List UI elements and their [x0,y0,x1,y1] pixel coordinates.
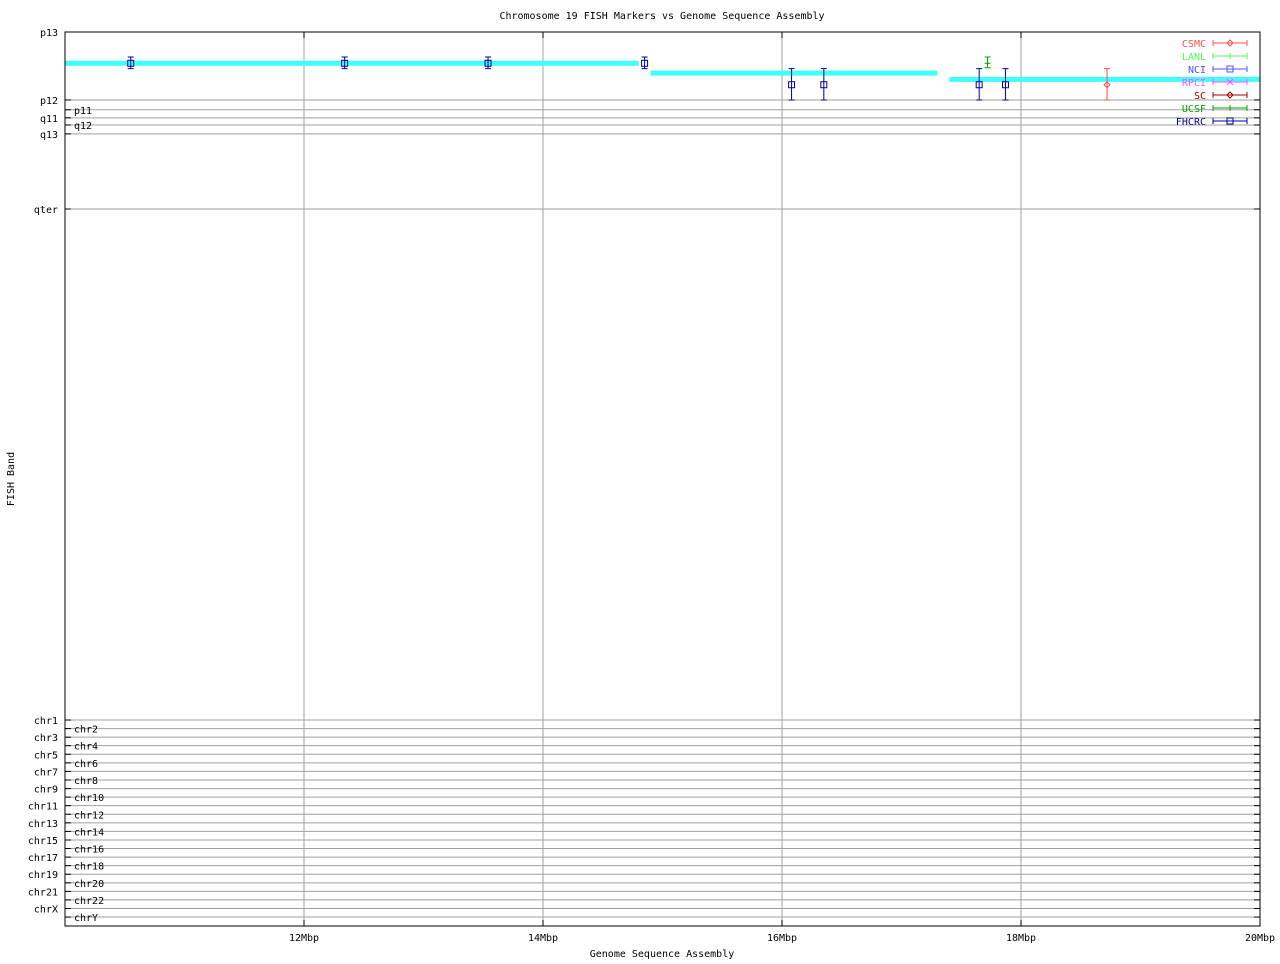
y-tick-label: chr17 [28,853,58,864]
marker-diamond [1226,91,1234,99]
y-tick-label: chr2 [74,725,98,736]
y-tick-label: chr16 [74,844,104,855]
marker-square [1226,117,1234,125]
error-bar-fhcrc [976,68,983,101]
marker-plus [984,60,991,67]
plot-border [64,31,1261,927]
marker-square [1001,81,1009,89]
marker-diamond [1103,81,1111,89]
marker-square [127,59,135,67]
marker-square [975,81,983,89]
y-tick-label: chr8 [74,776,98,787]
error-bar-csmc [1104,68,1111,101]
legend-line [1212,66,1248,72]
y-tick-label: chr22 [74,896,104,907]
y-tick-label: chr7 [34,767,58,778]
x-tick-label: 14Mbp [528,933,558,944]
y-tick-label: chr15 [28,836,58,847]
legend: CSMC LANL NCI RPCI SC UCSF FHCRC [1176,39,1248,128]
legend-line [1212,118,1248,124]
y-tick-label: chr20 [74,879,104,890]
marker-plus [1227,105,1233,111]
y-tick-label: chr4 [74,742,98,753]
x-tick-label: 12Mbp [289,933,319,944]
x-tick-label: 18Mbp [1006,933,1036,944]
y-tick-label: chr6 [74,759,98,770]
assembly-segments [65,60,1260,82]
y-tick-label: chr21 [28,887,58,898]
legend-label: FHCRC [1176,117,1206,128]
grid [65,32,1260,926]
y-tick-label: q12 [74,121,92,132]
y-tick-label: p12 [40,96,58,107]
y-tick-label: chr18 [74,862,104,873]
y-tick-label: p11 [74,106,92,117]
marker-square [484,59,492,67]
legend-label: LANL [1182,52,1206,63]
x-tick-label: 16Mbp [767,933,797,944]
y-tick-label: chr11 [28,802,58,813]
y-tick-label: chr19 [28,870,58,881]
y-tick-label: chr3 [34,733,58,744]
legend-label: CSMC [1182,39,1206,50]
y-tick-label: p13 [40,28,58,39]
x-axis-label: Genome Sequence Assembly [590,949,735,960]
error-bar-fhcrc [820,68,827,101]
data-points [127,56,1111,101]
marker-square [788,81,796,89]
y-tick-label: chrY [74,913,98,924]
legend-label: RPCI [1182,78,1206,89]
x-tick-label: 20Mbp [1245,933,1275,944]
y-tick-label: qter [34,205,58,216]
y-tick-label: chr5 [34,750,58,761]
error-bar-fhcrc [641,56,648,70]
legend-label: SC [1194,91,1206,102]
error-bar-fhcrc [788,68,795,101]
y-tick-label: q11 [40,114,58,125]
marker-square [341,59,349,67]
y-tick-label: chr9 [34,785,58,796]
legend-label: NCI [1188,65,1206,76]
chart-title: Chromosome 19 FISH Markers vs Genome Seq… [499,11,824,22]
legend-line [1212,40,1248,46]
marker-plus [1227,53,1233,59]
y-tick-label: chr12 [74,810,104,821]
axes: 12Mbp 14Mbp 16Mbp 18Mbp 20Mbp p13 p12 p11 q11 q12… [28,28,1275,944]
marker-square [1226,65,1234,73]
marker-square [820,81,828,89]
marker-cross [1226,78,1234,86]
y-tick-label: chr14 [74,827,104,838]
marker-square [641,59,649,67]
y-tick-label: chr1 [34,716,58,727]
y-tick-label: chrX [34,904,58,915]
marker-diamond [1226,39,1234,47]
y-tick-label: chr13 [28,819,58,830]
error-bar-fhcrc [1002,68,1009,101]
y-axis-label: FISH Band [6,452,17,506]
y-tick-label: chr10 [74,793,104,804]
legend-label: UCSF [1182,104,1206,115]
legend-line [1212,92,1248,98]
y-tick-label: q13 [40,130,58,141]
